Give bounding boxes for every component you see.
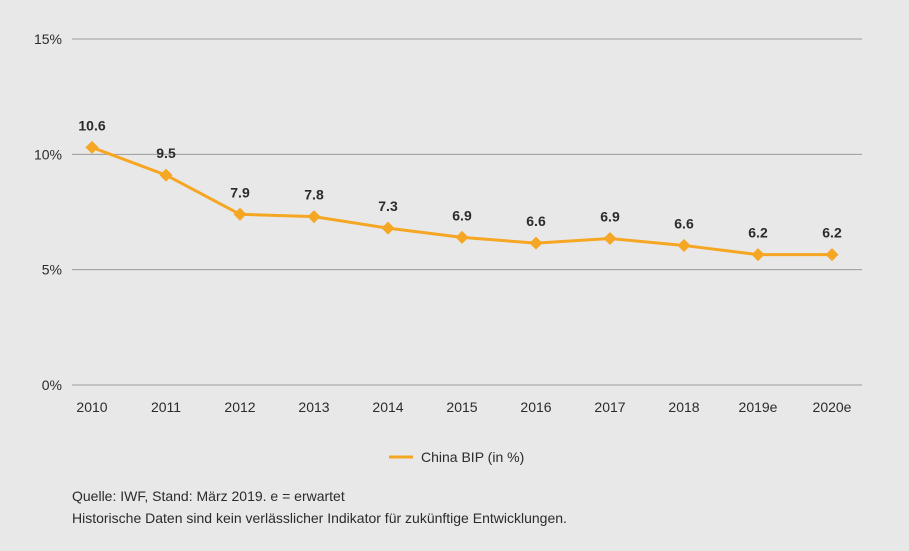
x-tick-label: 2010 <box>76 399 107 415</box>
y-tick-label: 15% <box>34 31 62 47</box>
data-markers <box>85 140 839 262</box>
data-point-label: 6.9 <box>452 207 472 223</box>
x-axis-ticks: 2010 2011 2012 2013 2014 2015 2016 2017 2018 2019… <box>76 399 851 415</box>
y-tick-label: 0% <box>42 377 62 393</box>
x-tick-label: 2012 <box>224 399 255 415</box>
y-axis-ticks: 0% 5% 10% 15% <box>34 31 62 393</box>
x-tick-label: 2013 <box>298 399 329 415</box>
legend-label: China BIP (in %) <box>421 449 524 465</box>
data-labels: 10.6 9.5 7.9 7.8 7.3 6.9 6.6 6.9 6.6 6.2 6.2 <box>78 117 842 240</box>
data-point-marker <box>751 248 765 262</box>
y-tick-label: 10% <box>34 146 62 162</box>
data-point-marker <box>381 221 395 235</box>
disclaimer-note: Historische Daten sind kein verlässliche… <box>72 510 567 526</box>
y-tick-label: 5% <box>42 262 62 278</box>
data-point-label: 7.8 <box>304 187 324 203</box>
x-tick-label: 2019e <box>739 399 778 415</box>
legend: China BIP (in %) <box>389 449 524 465</box>
x-tick-label: 2016 <box>520 399 551 415</box>
x-tick-label: 2018 <box>668 399 699 415</box>
data-point-label: 6.6 <box>674 215 694 231</box>
data-point-label: 6.2 <box>748 225 768 241</box>
x-tick-label: 2015 <box>446 399 477 415</box>
data-point-label: 7.3 <box>378 198 398 214</box>
data-point-marker <box>825 248 839 262</box>
data-point-marker <box>603 232 617 246</box>
data-point-label: 10.6 <box>78 117 105 133</box>
x-tick-label: 2020e <box>813 399 852 415</box>
x-tick-label: 2014 <box>372 399 403 415</box>
data-point-marker <box>677 238 691 252</box>
data-point-label: 6.6 <box>526 213 546 229</box>
source-note: Quelle: IWF, Stand: März 2019. e = erwar… <box>72 488 345 504</box>
data-point-label: 9.5 <box>156 145 176 161</box>
data-point-marker <box>455 230 469 244</box>
data-point-marker <box>159 168 173 182</box>
x-tick-label: 2011 <box>151 399 181 415</box>
data-point-label: 6.9 <box>600 209 620 225</box>
data-point-label: 7.9 <box>230 184 250 200</box>
data-point-label: 6.2 <box>822 225 842 241</box>
x-tick-label: 2017 <box>594 399 625 415</box>
grid-lines <box>72 38 862 386</box>
data-point-marker <box>85 140 99 154</box>
data-point-marker <box>233 207 247 221</box>
data-point-marker <box>529 236 543 250</box>
data-point-marker <box>307 210 321 224</box>
